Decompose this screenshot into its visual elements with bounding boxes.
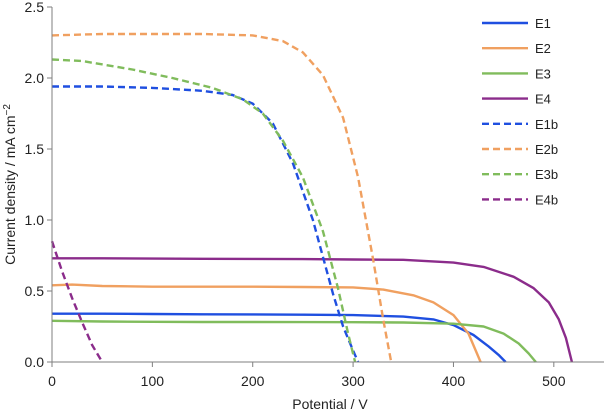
legend-item-e4: E4 xyxy=(482,92,551,107)
x-tick-label: 100 xyxy=(141,373,165,389)
legend-label: E4b xyxy=(535,192,558,207)
series-line-e4 xyxy=(52,257,574,363)
legend-label: E4 xyxy=(535,92,551,107)
y-axis-label-superscript: −2 xyxy=(2,104,13,116)
legend-item-e2: E2 xyxy=(482,41,551,56)
x-axis-label: Potential / V xyxy=(292,396,368,412)
x-tick-label: 200 xyxy=(241,373,265,389)
series-line-e2b xyxy=(51,32,393,363)
y-tick-label: 2.5 xyxy=(25,0,45,15)
x-tick-label: 400 xyxy=(442,373,466,389)
series-line-e2 xyxy=(51,283,482,363)
series-line-e1 xyxy=(52,312,507,363)
ticks: 0.0 0.5 1.0 1.5 2.0 2.5 0 100 200 300 400 500 xyxy=(25,0,566,389)
series-line-e3b xyxy=(51,58,357,363)
series-layer xyxy=(50,32,574,363)
legend-label: E2b xyxy=(535,142,558,157)
y-axis-label-main: Current density / mA cm xyxy=(2,116,18,265)
y-axis-label: Current density / mA cm−2 xyxy=(2,104,18,265)
legend-label: E3 xyxy=(535,66,551,81)
y-tick-label: 0.5 xyxy=(25,283,45,299)
legend-label: E1 xyxy=(535,16,551,31)
series-line-e3 xyxy=(51,319,537,363)
series-line-e4b xyxy=(50,240,104,363)
y-tick-label: 2.0 xyxy=(25,70,45,86)
legend: E1 E2 E3 E4 E1b E2b E3b E4b xyxy=(482,16,558,207)
legend-item-e1b: E1b xyxy=(482,117,558,132)
legend-label: E3b xyxy=(535,167,558,182)
x-tick-label: 500 xyxy=(542,373,566,389)
y-tick-label: 1.0 xyxy=(25,212,45,228)
legend-label: E2 xyxy=(535,41,551,56)
series-line-e1b xyxy=(52,85,360,363)
x-tick-label: 300 xyxy=(341,373,365,389)
legend-item-e4b: E4b xyxy=(482,192,558,207)
legend-item-e2b: E2b xyxy=(482,142,558,157)
legend-label: E1b xyxy=(535,117,558,132)
legend-item-e3b: E3b xyxy=(482,167,558,182)
legend-item-e1: E1 xyxy=(482,16,551,31)
axes xyxy=(51,7,604,363)
y-tick-label: 0.0 xyxy=(25,354,45,370)
y-tick-label: 1.5 xyxy=(25,141,45,157)
x-tick-label: 0 xyxy=(48,373,56,389)
legend-item-e3: E3 xyxy=(482,66,551,81)
